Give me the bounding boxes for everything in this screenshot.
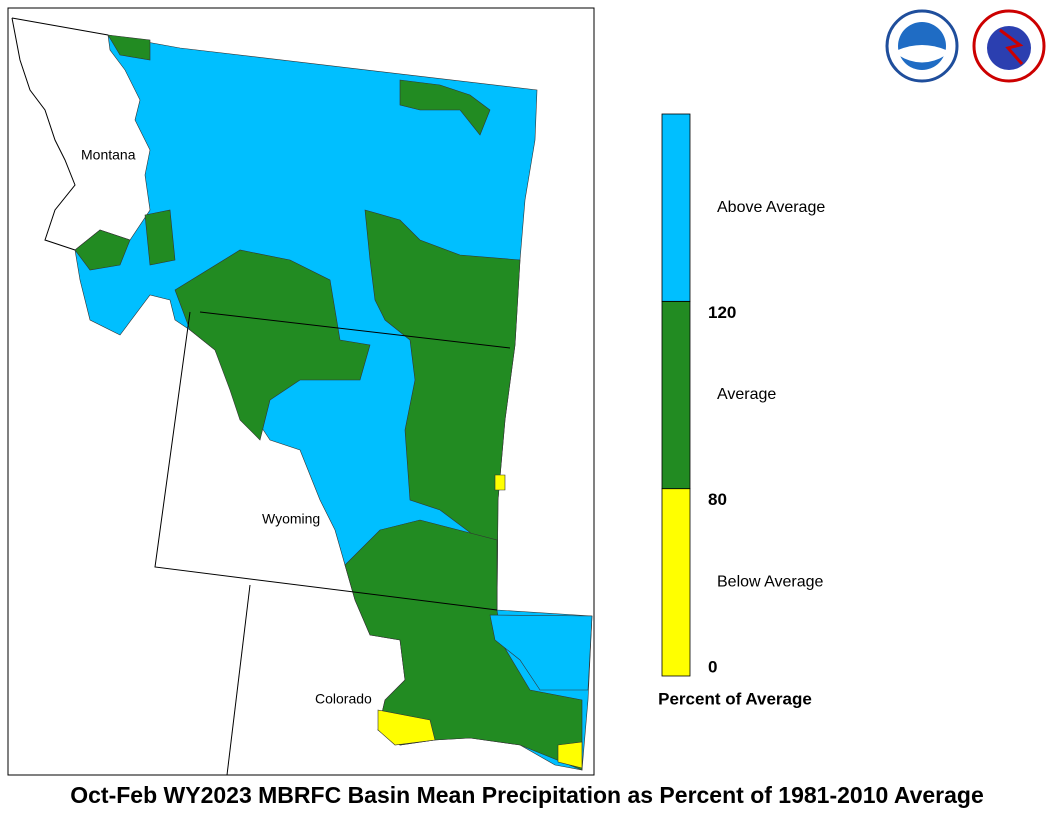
basin-average [344, 519, 583, 771]
state-border [199, 311, 511, 349]
legend-label: Above Average [717, 199, 825, 216]
basin-average [399, 79, 491, 136]
nws-logo-bolt [999, 28, 1024, 65]
legend-swatch [661, 113, 691, 302]
legend-swatch [661, 488, 691, 677]
state-border [154, 311, 498, 611]
legend-tick-label: 120 [708, 303, 736, 322]
legend-label: Below Average [717, 574, 824, 591]
legend-swatch [661, 300, 691, 490]
montana-border [11, 17, 76, 251]
state-label: Montana [81, 147, 136, 163]
basin-below [377, 709, 436, 746]
legend-tick-label: 0 [708, 657, 717, 676]
basin-below [557, 741, 583, 769]
map: Montana Wyoming Colorado [11, 17, 593, 776]
basin-average [74, 229, 131, 271]
basin-below [494, 474, 506, 491]
legend: Percent of Average Below Average Average A… [658, 113, 825, 708]
montana-border [11, 17, 109, 36]
legend-tick-label: 80 [708, 490, 727, 509]
basin-average [144, 209, 176, 266]
state-label: Colorado [315, 691, 372, 707]
legend-title: Percent of Average [658, 689, 812, 708]
map-title: Oct-Feb WY2023 MBRFC Basin Mean Precipit… [70, 782, 984, 808]
state-border [226, 584, 251, 776]
basin-average [107, 34, 151, 61]
noaa-logo-bird [898, 45, 946, 63]
state-label: Wyoming [262, 511, 320, 527]
legend-label: Average [717, 386, 776, 403]
logos [885, 9, 1046, 83]
basin-average [174, 249, 371, 441]
basin-above [489, 614, 593, 691]
